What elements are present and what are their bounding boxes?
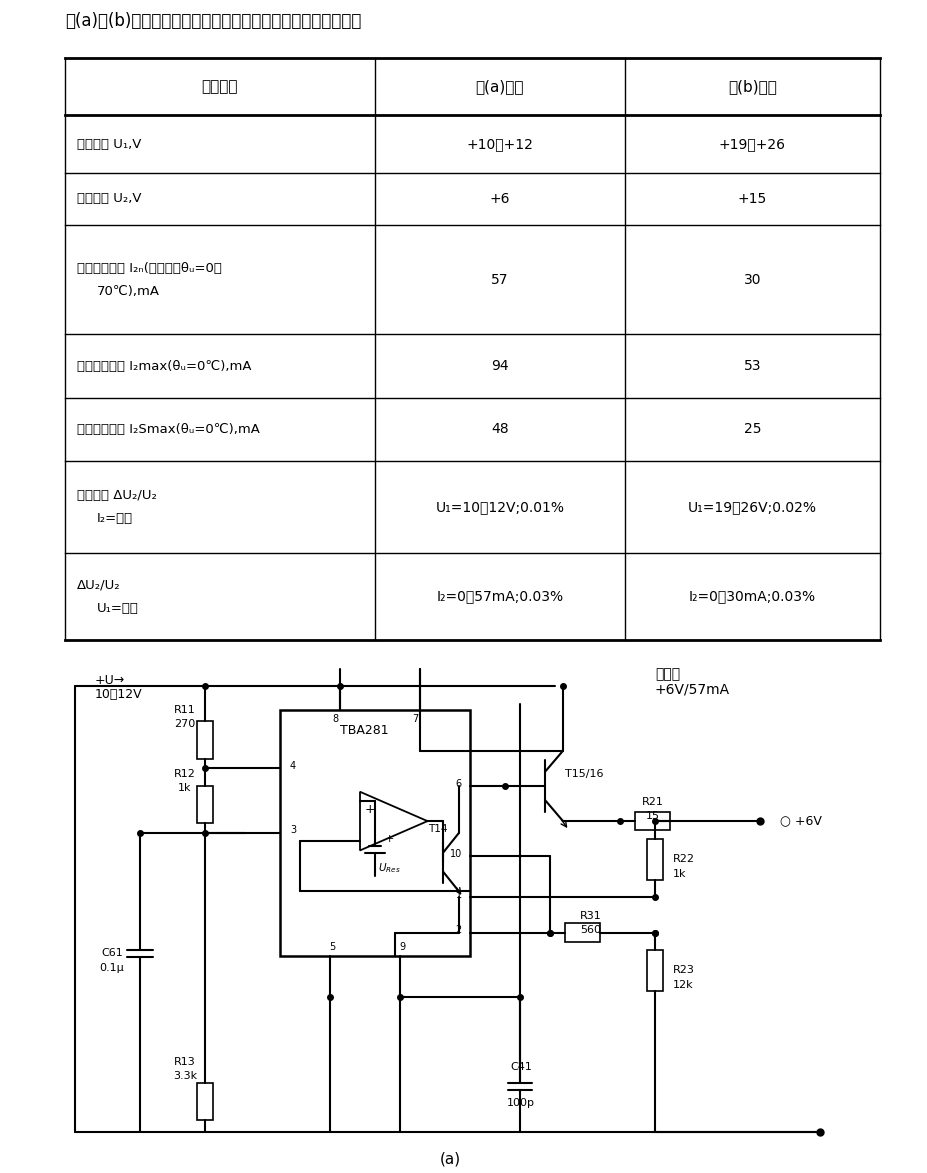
Text: R12: R12 (174, 769, 196, 779)
Text: +19～+26: +19～+26 (718, 137, 785, 151)
Text: 输入电压 U₁,V: 输入电压 U₁,V (77, 137, 141, 150)
Text: U₁=19～26V;0.02%: U₁=19～26V;0.02% (687, 500, 816, 514)
Text: 270: 270 (174, 719, 196, 728)
Text: C61: C61 (101, 948, 122, 958)
Text: 1k: 1k (672, 869, 686, 879)
Text: R13: R13 (174, 1057, 196, 1066)
Text: +U→: +U→ (95, 673, 125, 687)
Text: 25: 25 (743, 422, 760, 436)
Text: 9: 9 (399, 942, 404, 951)
Text: (a): (a) (439, 1152, 460, 1166)
Bar (197, 721, 213, 759)
Text: 57: 57 (490, 272, 508, 286)
Text: 8: 8 (332, 714, 337, 724)
Text: 3: 3 (289, 826, 296, 835)
Text: 15: 15 (645, 812, 659, 821)
Text: $U_{Res}$: $U_{Res}$ (377, 861, 400, 875)
Text: 最大输出电流 I₂max(θᵤ=0℃),mA: 最大输出电流 I₂max(θᵤ=0℃),mA (77, 359, 251, 373)
Text: 12k: 12k (672, 981, 692, 990)
Text: 3.3k: 3.3k (172, 1071, 197, 1080)
Text: +: + (384, 834, 393, 843)
Text: 7: 7 (412, 714, 418, 724)
Text: 10: 10 (450, 849, 462, 859)
Text: T14: T14 (427, 825, 447, 834)
Bar (197, 786, 213, 823)
Text: +6: +6 (489, 192, 510, 205)
Text: 2: 2 (455, 925, 462, 935)
Text: 53: 53 (743, 359, 760, 373)
Bar (646, 839, 662, 880)
Bar (280, 710, 469, 956)
Text: I₂=0～57mA;0.03%: I₂=0～57mA;0.03% (436, 590, 563, 604)
Text: 5: 5 (328, 942, 335, 951)
Text: R23: R23 (672, 965, 694, 975)
Text: 稳压系数 ΔU₂/U₂: 稳压系数 ΔU₂/U₂ (77, 489, 157, 502)
Text: 1: 1 (455, 890, 462, 900)
Text: 6: 6 (455, 779, 462, 788)
Text: 30: 30 (743, 272, 760, 286)
Text: T15/16: T15/16 (565, 769, 603, 779)
Text: 额定输出电流 I₂ₙ(环境温度θᵤ=0～: 额定输出电流 I₂ₙ(环境温度θᵤ=0～ (77, 262, 222, 274)
Text: 48: 48 (490, 422, 508, 436)
Text: 图(b)电路: 图(b)电路 (728, 79, 776, 94)
Text: 技术数据: 技术数据 (201, 79, 238, 94)
Text: ΔU₂/U₂: ΔU₂/U₂ (77, 578, 121, 591)
Text: +: + (364, 802, 375, 816)
Bar (197, 1083, 213, 1120)
Text: 94: 94 (490, 359, 508, 373)
Bar (646, 950, 662, 991)
Text: R21: R21 (641, 798, 663, 807)
Text: +6V/57mA: +6V/57mA (654, 683, 730, 697)
Text: R22: R22 (672, 854, 694, 863)
Text: 70℃),mA: 70℃),mA (97, 285, 159, 298)
Text: 最大短路电流 I₂Smax(θᵤ=0℃),mA: 最大短路电流 I₂Smax(θᵤ=0℃),mA (77, 423, 260, 436)
Text: C41: C41 (510, 1063, 531, 1072)
Text: I₂=常数: I₂=常数 (97, 513, 133, 526)
Text: 图(a)电路: 图(a)电路 (476, 79, 524, 94)
Text: ○ +6V: ○ +6V (780, 814, 821, 828)
Text: 1k: 1k (178, 784, 192, 793)
Text: U₁=10～12V;0.01%: U₁=10～12V;0.01% (435, 500, 564, 514)
Text: 图(a)和(b)示出两个类似的电路，其主要技术数据如下表所示。: 图(a)和(b)示出两个类似的电路，其主要技术数据如下表所示。 (65, 12, 361, 29)
Text: 0.1μ: 0.1μ (99, 963, 124, 974)
Bar (634, 812, 669, 830)
Text: R31: R31 (579, 911, 602, 921)
Bar (565, 923, 600, 942)
Text: +10～+12: +10～+12 (466, 137, 533, 151)
Text: 100p: 100p (506, 1098, 535, 1107)
Text: 输出电压 U₂,V: 输出电压 U₂,V (77, 192, 141, 205)
Text: 稳压値: 稳压値 (654, 667, 679, 682)
Text: U₁=常数: U₁=常数 (97, 602, 139, 615)
Text: 560: 560 (580, 925, 601, 935)
Text: 10～12V: 10～12V (95, 687, 143, 701)
Text: TBA281: TBA281 (339, 724, 388, 738)
Text: 4: 4 (289, 761, 296, 771)
Text: I₂=0～30mA;0.03%: I₂=0～30mA;0.03% (688, 590, 815, 604)
Text: R11: R11 (174, 705, 196, 714)
Text: +15: +15 (737, 192, 767, 205)
